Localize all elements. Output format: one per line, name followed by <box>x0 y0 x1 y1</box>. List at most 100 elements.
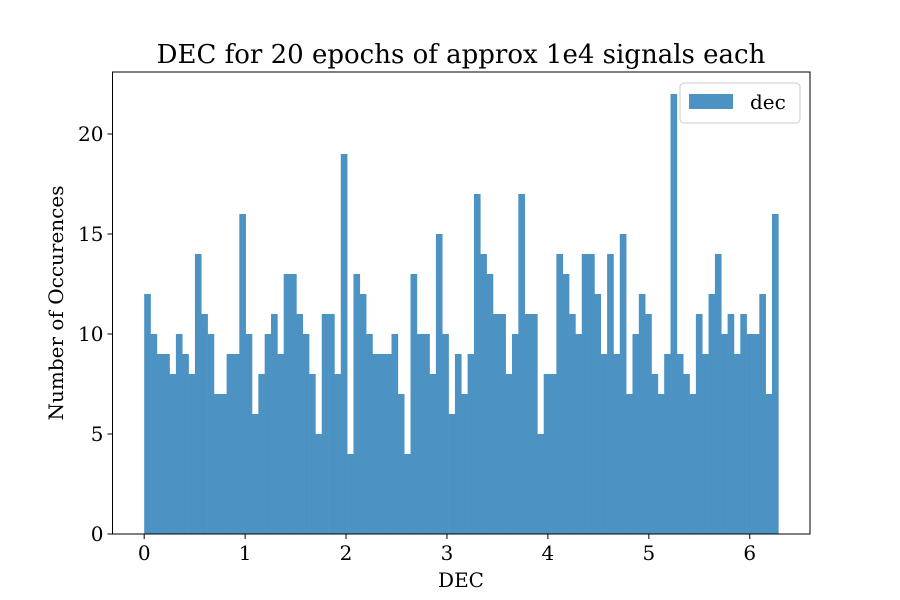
histogram-bar <box>239 214 246 534</box>
histogram-bar <box>334 374 342 534</box>
histogram-bar <box>569 314 576 534</box>
histogram-bar <box>163 354 170 534</box>
histogram-bar <box>562 274 570 534</box>
legend-frame <box>679 82 801 124</box>
histogram-bar <box>461 394 468 534</box>
histogram-bar <box>429 374 437 534</box>
axes-frame <box>112 71 811 535</box>
histogram-bar <box>733 354 741 534</box>
histogram-bar <box>328 314 335 534</box>
histogram-bar <box>385 354 392 534</box>
histogram-bar <box>600 354 608 534</box>
histogram-bar <box>759 294 766 534</box>
histogram-bar <box>480 254 487 534</box>
histogram-bar <box>296 314 304 534</box>
y-tick-label: 5 <box>91 422 104 446</box>
histogram-bar <box>740 314 747 534</box>
histogram-bar <box>454 354 462 534</box>
y-tick-label: 15 <box>78 222 103 246</box>
histogram-bar <box>537 434 544 534</box>
histogram-bar <box>708 294 716 534</box>
histogram-bar <box>771 214 779 534</box>
histogram-bar <box>746 334 754 534</box>
histogram-bar <box>721 334 728 534</box>
y-tick-label: 20 <box>78 122 103 146</box>
histogram-bar <box>144 294 151 534</box>
histogram-bar <box>499 314 506 534</box>
histogram-bar <box>321 314 329 534</box>
histogram-bar <box>765 394 773 534</box>
histogram-bar <box>182 354 189 534</box>
histogram-bar <box>423 334 430 534</box>
histogram-bar <box>594 294 602 534</box>
y-tick-label: 10 <box>78 322 103 346</box>
histogram-bar <box>404 454 411 534</box>
histogram-bar <box>366 334 373 534</box>
histogram-bar <box>309 374 316 534</box>
histogram-bar <box>581 254 589 534</box>
y-tick-label: 0 <box>91 522 104 546</box>
histogram-bar <box>150 334 158 534</box>
histogram-bar <box>524 314 532 534</box>
histogram-bar <box>283 274 291 534</box>
histogram-bar <box>651 374 659 534</box>
histogram-bar <box>378 354 386 534</box>
histogram-bar <box>372 354 380 534</box>
histogram-bar <box>226 354 234 534</box>
histogram-bar <box>588 254 595 534</box>
histogram-bar <box>194 254 202 534</box>
histogram-bar <box>264 334 272 534</box>
histogram-bar <box>156 354 164 534</box>
histogram-bar <box>714 254 722 534</box>
x-ticks-group: 0 1 2 3 4 5 6 <box>138 534 756 565</box>
histogram-bar <box>220 394 227 534</box>
histogram-bar <box>645 314 652 534</box>
histogram-bar <box>391 334 399 534</box>
histogram-bar <box>638 294 646 534</box>
histogram-bar <box>290 274 297 534</box>
histogram-bar <box>213 394 221 534</box>
histogram-bar <box>359 294 367 534</box>
x-tick-label: 3 <box>441 541 454 565</box>
histogram-bar <box>448 414 456 534</box>
histogram-bar <box>416 334 424 534</box>
y-ticks-group: 0 5 10 15 20 <box>78 122 113 546</box>
histogram-bar <box>442 334 449 534</box>
histogram-bar <box>175 334 183 534</box>
histogram-bar <box>556 254 564 534</box>
chart-title: DEC for 20 epochs of approx 1e4 signals … <box>157 40 766 70</box>
histogram-bar <box>271 314 278 534</box>
histogram-bar <box>347 454 354 534</box>
histogram-bar <box>613 354 621 534</box>
histogram-bar <box>397 394 405 534</box>
x-tick-label: 1 <box>239 541 252 565</box>
histogram-bar <box>251 414 259 534</box>
histogram-bar <box>695 314 703 534</box>
histogram-bar <box>277 354 285 534</box>
histogram-bar <box>702 354 709 534</box>
histogram-bar <box>258 374 265 534</box>
histogram-bar <box>670 94 678 534</box>
histogram-bar <box>683 374 690 534</box>
x-tick-label: 2 <box>340 541 353 565</box>
histogram-bar <box>169 374 177 534</box>
histogram-bar <box>689 394 697 534</box>
histogram-bar <box>550 374 557 534</box>
histogram-bar <box>435 234 443 534</box>
histogram-bar <box>531 314 538 534</box>
x-tick-label: 5 <box>642 541 655 565</box>
histogram-bar <box>486 274 494 534</box>
histogram-bar <box>467 354 475 534</box>
legend-swatch <box>689 94 733 109</box>
y-axis-label: Number of Occurences <box>44 186 68 421</box>
histogram-bar <box>511 334 519 534</box>
histogram-bar <box>727 314 735 534</box>
histogram-bar <box>543 374 551 534</box>
histogram-bar <box>657 394 665 534</box>
histogram-bar <box>676 354 684 534</box>
bars-group <box>144 94 779 534</box>
histogram-bar <box>207 334 215 534</box>
legend: dec <box>679 82 801 124</box>
histogram-bar <box>607 254 614 534</box>
